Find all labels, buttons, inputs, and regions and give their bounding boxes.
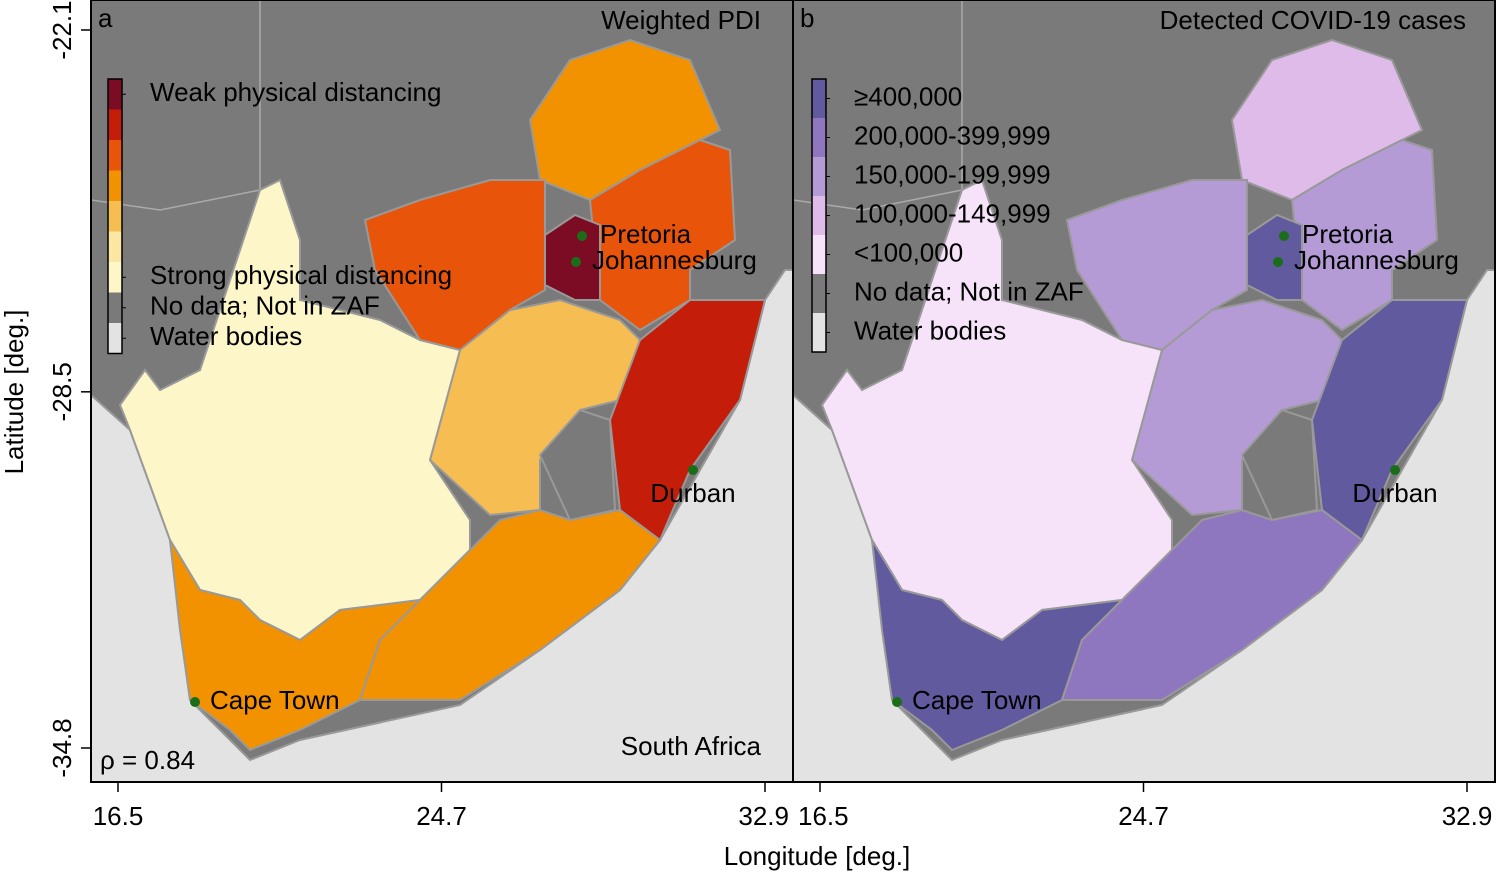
legend-label: ≥400,000	[854, 81, 962, 111]
legend-label: Water bodies	[150, 321, 302, 351]
province	[528, 38, 722, 202]
province	[588, 138, 737, 332]
province	[428, 298, 642, 517]
x-tick-label: 32.9	[738, 801, 789, 831]
legend-swatch	[108, 323, 122, 354]
panel-title: Detected COVID-19 cases	[1160, 5, 1466, 35]
city-marker	[577, 231, 587, 241]
legend-swatch	[812, 118, 826, 157]
panel-label: a	[98, 3, 113, 33]
x-tick-label: 16.5	[798, 801, 849, 831]
legend-swatch	[108, 109, 122, 140]
x-tick-label: 24.7	[416, 801, 467, 831]
province	[1240, 408, 1319, 522]
legend-label: Water bodies	[854, 315, 1006, 345]
legend-swatch	[108, 201, 122, 232]
city-label: Johannesburg	[1294, 245, 1459, 275]
province	[1290, 138, 1439, 332]
legend-swatch	[108, 262, 122, 293]
legend-swatch	[812, 274, 826, 313]
map-panel	[793, 0, 1495, 782]
legend-label: No data; Not in ZAF	[854, 276, 1084, 306]
legend-label: 100,000-149,999	[854, 198, 1051, 228]
legend-label: No data; Not in ZAF	[150, 291, 380, 321]
x-tick-label: 16.5	[93, 801, 144, 831]
panel-label: b	[800, 3, 814, 33]
city-label: Pretoria	[600, 219, 692, 249]
province	[1230, 38, 1424, 202]
legend-label: 200,000-399,999	[854, 120, 1051, 150]
city-marker	[1390, 465, 1400, 475]
legend-label: 150,000-199,999	[854, 159, 1051, 189]
legend-swatch	[108, 79, 122, 110]
city-marker	[688, 465, 698, 475]
province	[538, 408, 617, 522]
legend-swatch	[108, 231, 122, 262]
legend-swatch	[812, 235, 826, 274]
border-line	[91, 0, 261, 211]
province	[358, 508, 662, 701]
border-line	[793, 0, 963, 211]
y-tick-label: -34.8	[47, 718, 77, 777]
province	[1065, 179, 1248, 352]
city-marker	[1279, 231, 1289, 241]
y-axis-label: Latitude [deg.]	[0, 310, 29, 475]
x-tick-label: 32.9	[1442, 801, 1493, 831]
map-panel	[91, 0, 793, 782]
legend-swatch	[812, 157, 826, 196]
province	[1060, 508, 1364, 701]
city-label: Cape Town	[210, 685, 340, 715]
legend-frame	[107, 78, 123, 355]
city-marker	[571, 257, 581, 267]
city-marker	[1273, 257, 1283, 267]
legend-swatch	[108, 292, 122, 323]
legend-swatch	[812, 79, 826, 118]
legend-label: Strong physical distancing	[150, 260, 452, 290]
y-tick-label: -22.1	[47, 0, 77, 59]
city-label: Cape Town	[912, 685, 1042, 715]
legend-swatch	[812, 313, 826, 352]
y-tick-label: -28.5	[47, 362, 77, 421]
legend-swatch	[108, 170, 122, 201]
legend-swatch	[812, 196, 826, 235]
city-label: Pretoria	[1302, 219, 1394, 249]
province	[363, 179, 546, 352]
legend-swatch	[108, 140, 122, 171]
x-tick-label: 24.7	[1118, 801, 1169, 831]
legend-label: Weak physical distancing	[150, 77, 441, 107]
city-marker	[190, 697, 200, 707]
city-marker	[892, 697, 902, 707]
legend-frame	[811, 78, 827, 353]
panel-title: Weighted PDI	[601, 5, 761, 35]
city-label: Johannesburg	[592, 245, 757, 275]
region-label: South Africa	[621, 731, 762, 761]
legend-label: <100,000	[854, 237, 963, 267]
statistic-label: ρ = 0.84	[100, 745, 195, 775]
city-label: Durban	[650, 478, 735, 508]
city-label: Durban	[1352, 478, 1437, 508]
x-axis-label: Longitude [deg.]	[724, 841, 911, 871]
province	[1130, 298, 1344, 517]
